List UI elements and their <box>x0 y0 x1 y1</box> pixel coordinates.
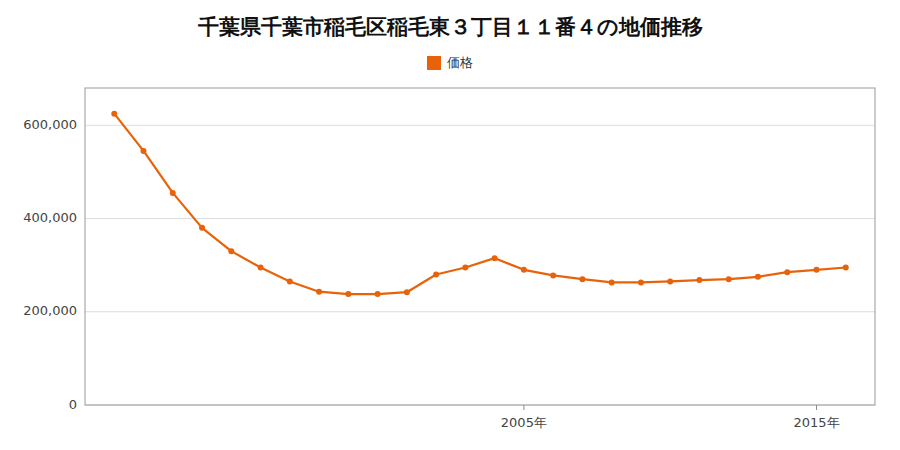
x-tick-label: 2005年 <box>501 415 547 430</box>
marker <box>199 225 205 231</box>
grid-line <box>85 218 875 219</box>
title: 千葉県千葉市稲毛区稲毛東３丁目１１番４の地価推移 <box>197 15 703 39</box>
grid-line <box>85 125 875 126</box>
chart-container: 千葉県千葉市稲毛区稲毛東３丁目１１番４の地価推移 0 200,000 400,000 6… <box>0 0 900 450</box>
marker <box>521 267 527 273</box>
chart-svg: 千葉県千葉市稲毛区稲毛東３丁目１１番４の地価推移 0 200,000 400,000 6… <box>0 0 900 450</box>
legend-label: 価格 <box>447 55 473 70</box>
marker <box>345 291 351 297</box>
marker <box>462 264 468 270</box>
y-grid <box>85 125 875 405</box>
marker <box>784 269 790 275</box>
marker <box>550 272 556 278</box>
x-tick-label: 2015年 <box>793 415 839 430</box>
marker <box>258 264 264 270</box>
x-tick <box>816 405 817 410</box>
marker <box>228 248 234 254</box>
marker <box>111 111 117 117</box>
marker <box>287 278 293 284</box>
marker <box>433 271 439 277</box>
y-tick-label: 0 <box>69 397 77 412</box>
x-tick <box>523 405 524 410</box>
data-layer <box>111 111 848 297</box>
y-tick-label: 600,000 <box>23 117 77 132</box>
marker <box>638 279 644 285</box>
y-tick-label: 200,000 <box>23 303 77 318</box>
legend-swatch <box>427 56 441 70</box>
marker <box>843 264 849 270</box>
marker <box>375 291 381 297</box>
y-tick-label: 400,000 <box>23 210 77 225</box>
marker <box>609 279 615 285</box>
grid-line <box>85 311 875 312</box>
marker <box>755 274 761 280</box>
marker <box>492 255 498 261</box>
marker <box>696 277 702 283</box>
marker <box>667 278 673 284</box>
marker <box>579 276 585 282</box>
marker <box>404 289 410 295</box>
line <box>114 114 845 294</box>
legend: 価格 <box>427 55 473 71</box>
plot-frame <box>85 88 875 405</box>
marker <box>316 289 322 295</box>
background <box>0 0 900 450</box>
marker <box>170 190 176 196</box>
marker <box>141 148 147 154</box>
marker <box>726 276 732 282</box>
marker <box>813 267 819 273</box>
